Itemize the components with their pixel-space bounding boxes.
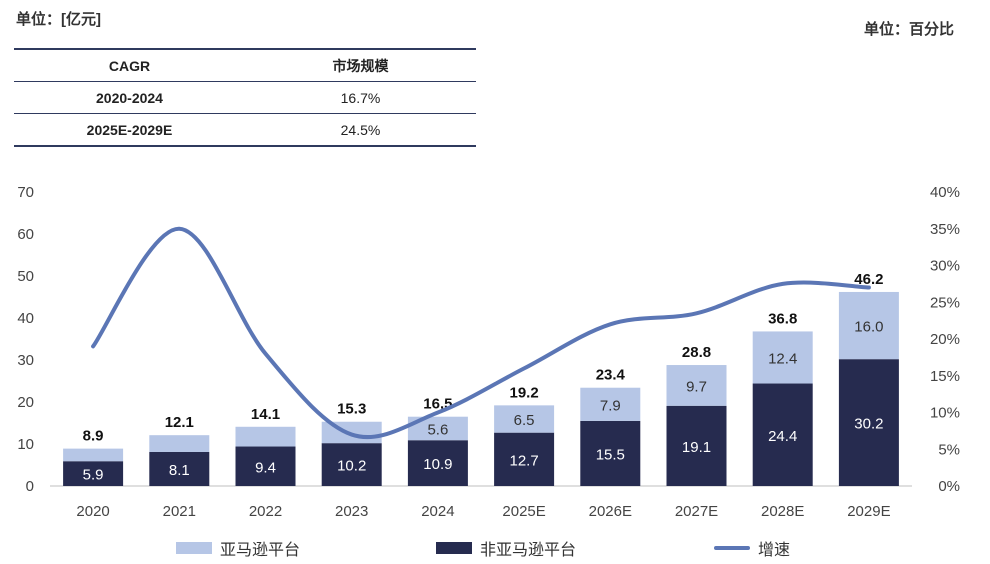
bar-total-label: 19.2: [509, 384, 538, 401]
bar-label-amazon: 16.0: [854, 319, 883, 336]
bar-non-amazon: [752, 383, 813, 486]
bar-non-amazon: [580, 420, 641, 486]
bar-amazon: [838, 291, 899, 360]
bar-label-non-amazon: 8.1: [169, 462, 190, 479]
market-size-header: 市场规模: [332, 57, 389, 74]
growth-line: [91, 226, 871, 440]
cagr-period: 2020-2024: [96, 89, 163, 106]
y2-tick-label: 40%: [930, 184, 960, 201]
legend-label-amazon: 亚马逊平台: [220, 542, 301, 559]
x-tick-label: 2028E: [761, 503, 804, 520]
x-tick-label: 2026E: [589, 503, 632, 520]
y-tick-label: 40: [17, 310, 34, 327]
cagr-header: CAGR: [108, 57, 151, 74]
legend-label-growth: 增速: [758, 542, 791, 559]
bar-total-label: 12.1: [165, 414, 194, 431]
bar-non-amazon: [63, 461, 124, 486]
y-tick-label: 70: [17, 184, 34, 201]
y-tick-label: 30: [17, 352, 34, 369]
legend-swatch-amazon: [176, 542, 212, 554]
legend-label-non-amazon: 非亚马逊平台: [480, 542, 577, 559]
bar-amazon: [752, 331, 813, 384]
bar-label-non-amazon: 10.9: [423, 456, 452, 473]
y2-tick-label: 15%: [930, 368, 960, 385]
bar-non-amazon: [149, 451, 210, 486]
legend-item-growth: 增速: [714, 536, 790, 560]
bar-amazon: [580, 387, 641, 421]
bar-amazon: [494, 405, 555, 433]
x-tick-label: 2022: [249, 503, 282, 520]
bar-label-non-amazon: 10.2: [337, 458, 366, 475]
legend-item-amazon: 亚马逊平台: [176, 536, 300, 560]
bar-total-label: 36.8: [768, 310, 797, 327]
bar-label-non-amazon: 30.2: [854, 416, 883, 433]
bar-amazon: [407, 416, 468, 441]
y2-tick-label: 35%: [930, 221, 960, 238]
y-tick-label: 10: [17, 436, 34, 453]
cagr-value: 24.5%: [340, 121, 381, 138]
bar-amazon: [63, 448, 124, 462]
y-tick-label: 0: [26, 478, 34, 495]
bar-label-non-amazon: 9.4: [255, 459, 276, 476]
cagr-table-header-row: CAGR 市场规模: [14, 49, 476, 82]
bar-label-amazon: 12.4: [768, 350, 797, 367]
bar-total-label: 14.1: [251, 406, 280, 423]
legend-swatch-growth: [714, 546, 750, 550]
bar-label-amazon: 5.6: [427, 421, 448, 438]
bar-non-amazon: [494, 432, 555, 486]
x-tick-label: 2027E: [675, 503, 718, 520]
bar-non-amazon: [321, 443, 382, 486]
bar-label-amazon: 6.5: [514, 412, 535, 429]
unit-left-label: 单位：[亿元]: [16, 11, 101, 28]
bar-total-label: 15.3: [337, 401, 366, 418]
bar-total-label: 28.8: [682, 344, 711, 361]
bar-label-non-amazon: 24.4: [768, 428, 797, 445]
cagr-period: 2025E-2029E: [86, 121, 173, 138]
bar-non-amazon: [235, 446, 296, 486]
y2-tick-label: 30%: [930, 258, 960, 275]
bar-label-non-amazon: 5.9: [83, 467, 104, 484]
y2-tick-label: 0%: [938, 478, 960, 495]
bar-non-amazon: [838, 359, 899, 486]
bar-label-non-amazon: 19.1: [682, 439, 711, 456]
x-tick-label: 2024: [421, 503, 454, 520]
table-row: 2020-2024 16.7%: [14, 82, 476, 114]
y2-tick-label: 10%: [930, 405, 960, 422]
bar-non-amazon: [666, 405, 727, 486]
bar-label-non-amazon: 12.7: [509, 452, 538, 469]
y-tick-label: 60: [17, 226, 34, 243]
y2-tick-label: 20%: [930, 331, 960, 348]
x-tick-label: 2021: [163, 503, 196, 520]
cagr-table: CAGR 市场规模 2020-2024 16.7% 2025E-2029E 24…: [14, 48, 476, 147]
bar-total-label: 8.9: [83, 428, 104, 445]
stacked-bar-line-chart: 0 10 20 30 40 50 60 70 0% 5% 10% 15% 20% 25% 30% 35% 40%…: [17, 184, 960, 520]
bar-label-amazon: 7.9: [600, 397, 621, 414]
bar-amazon: [666, 365, 727, 406]
bar-total-label: 23.4: [596, 367, 626, 384]
y2-tick-label: 5%: [938, 441, 960, 458]
bar-amazon: [149, 435, 210, 452]
cagr-value: 16.7%: [340, 89, 381, 106]
y-tick-label: 20: [17, 394, 34, 411]
x-tick-label: 2020: [76, 503, 109, 520]
bar-amazon: [235, 426, 296, 447]
bar-label-non-amazon: 15.5: [596, 446, 625, 463]
y2-tick-label: 25%: [930, 294, 960, 311]
y-tick-label: 50: [17, 268, 34, 285]
unit-right-label: 单位：百分比: [863, 21, 954, 38]
x-tick-label: 2023: [335, 503, 368, 520]
legend-item-non-amazon: 非亚马逊平台: [436, 536, 576, 560]
bar-label-amazon: 9.7: [686, 378, 707, 395]
x-tick-label: 2029E: [847, 503, 890, 520]
x-tick-label: 2025E: [502, 503, 545, 520]
table-row: 2025E-2029E 24.5%: [14, 114, 476, 146]
bar-non-amazon: [407, 440, 468, 486]
bar-total-label: 46.2: [854, 271, 883, 288]
legend-swatch-non-amazon: [436, 542, 472, 554]
